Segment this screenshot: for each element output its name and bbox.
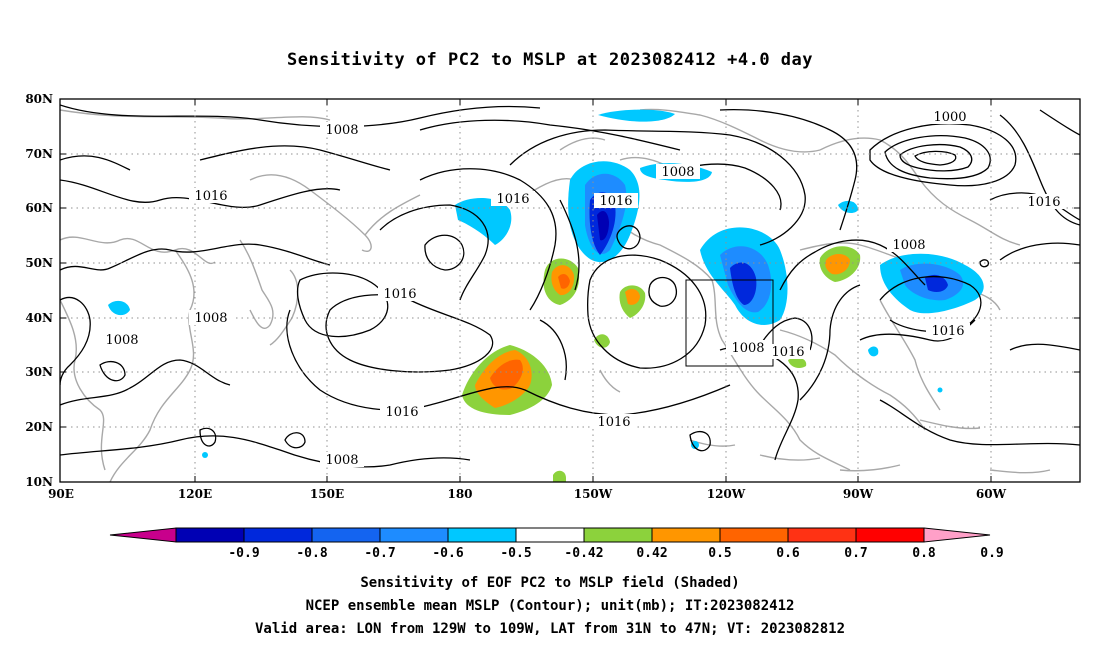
colorbar-swatch [379,527,449,543]
caption-line-2: NCEP ensemble mean MSLP (Contour); unit(… [305,598,795,614]
colorbar-swatch [855,527,925,543]
contour-label: 1016 [926,323,970,339]
contour-label-text: 1008 [105,333,138,348]
contour-label: 1016 [1022,194,1066,210]
contour-label: 1008 [726,340,770,356]
lon-label: 120E [178,487,212,501]
contour-label-text: 1008 [325,453,358,468]
colorbar-label: -0.42 [564,546,603,561]
contour-label-text: 1016 [931,324,964,339]
colorbar-label: -0.8 [296,546,327,561]
contour-label: 1016 [766,344,810,360]
lat-labels: 10N 20N 30N 40N 50N 60N 70N 80N [25,92,53,489]
colorbar-min-arrow [109,527,177,543]
colorbar-swatch [243,527,313,543]
contour-label-text: 1016 [1027,195,1060,210]
lat-label: 30N [25,365,53,379]
lat-label: 70N [25,147,53,161]
lat-label: 10N [25,475,53,489]
colorbar-swatch [447,527,517,543]
lat-label: 50N [25,256,53,270]
contour-label-text: 1016 [771,345,804,360]
lat-label: 60N [25,201,53,215]
lat-label: 20N [25,420,53,434]
contour-label-text: 1008 [325,123,358,138]
lon-labels: 90E 120E 150E 180 150W 120W 90W 60W [48,487,1007,501]
contour-label-text: 1000 [933,110,966,125]
contour-label: 1008 [887,237,931,253]
contour-label-text: 1016 [597,415,630,430]
contour-label-text: 1008 [892,238,925,253]
lon-label: 150W [574,487,613,501]
contour-label-text: 1016 [599,194,632,209]
contour-label: 1016 [378,286,422,302]
colorbar-label: 0.8 [912,546,936,561]
contour-label: 1016 [380,404,424,420]
mslp-contours [60,104,1080,468]
lon-label: 180 [447,487,472,501]
contour-label: 1008 [100,332,144,348]
colorbar-swatch [651,527,721,543]
colorbar-swatch [515,527,585,543]
contour-label-text: 1008 [661,165,694,180]
lon-label: 150E [310,487,344,501]
contour-label: 1008 [656,164,700,180]
lon-label: 120W [707,487,746,501]
colorbar-swatch [175,527,245,543]
lon-label: 90W [843,487,874,501]
colorbar-label: 0.7 [844,546,867,561]
contour-label-text: 1008 [194,311,227,326]
colorbar-label: 0.6 [776,546,800,561]
contour-label-text: 1016 [383,287,416,302]
contour-label-layer: 1008 1016 1016 1008 1000 1016 1016 1008 … [100,109,1066,468]
colorbar-label: 0.42 [636,546,667,561]
contour-label: 1016 [594,193,638,209]
lon-label: 90E [48,487,74,501]
contour-label-text: 1008 [731,341,764,356]
colorbar-swatch [311,527,381,543]
colorbar-label: -0.6 [432,546,463,561]
colorbar-label: 0.5 [708,546,731,561]
caption-line-3: Valid area: LON from 129W to 109W, LAT f… [254,621,845,637]
colorbar-label: -0.9 [228,546,259,561]
map-frame [59,98,1081,483]
colorbar-label: 0.9 [980,546,1003,561]
contour-label-text: 1016 [496,192,529,207]
lat-label: 80N [25,92,53,106]
colorbar: -0.9 -0.8 -0.7 -0.6 -0.5 -0.42 0.42 0.5 0.6 0.7 0.… [109,527,1004,561]
contour-label: 1016 [592,414,636,430]
valid-area-box [685,279,774,367]
colorbar-swatch [787,527,857,543]
lat-label: 40N [25,311,53,325]
coastlines [60,108,1051,482]
lat-axis [60,98,1080,483]
map-title: Sensitivity of PC2 to MSLP at 2023082412… [286,50,813,70]
lon-label: 60W [976,487,1007,501]
contour-label: 1016 [189,188,233,204]
contour-label-text: 1016 [385,405,418,420]
contour-label: 1000 [928,109,972,125]
contour-label: 1008 [189,310,233,326]
contour-label: 1008 [320,452,364,468]
colorbar-label: -0.5 [500,546,531,561]
contour-label-text: 1016 [194,189,227,204]
colorbar-max-arrow [923,527,991,543]
colorbar-swatch [719,527,789,543]
colorbar-swatch [583,527,653,543]
contour-label: 1008 [320,122,364,138]
caption-line-1: Sensitivity of EOF PC2 to MSLP field (Sh… [360,575,740,591]
contour-label: 1016 [491,191,535,207]
colorbar-label: -0.7 [364,546,395,561]
lon-axis [194,99,992,482]
